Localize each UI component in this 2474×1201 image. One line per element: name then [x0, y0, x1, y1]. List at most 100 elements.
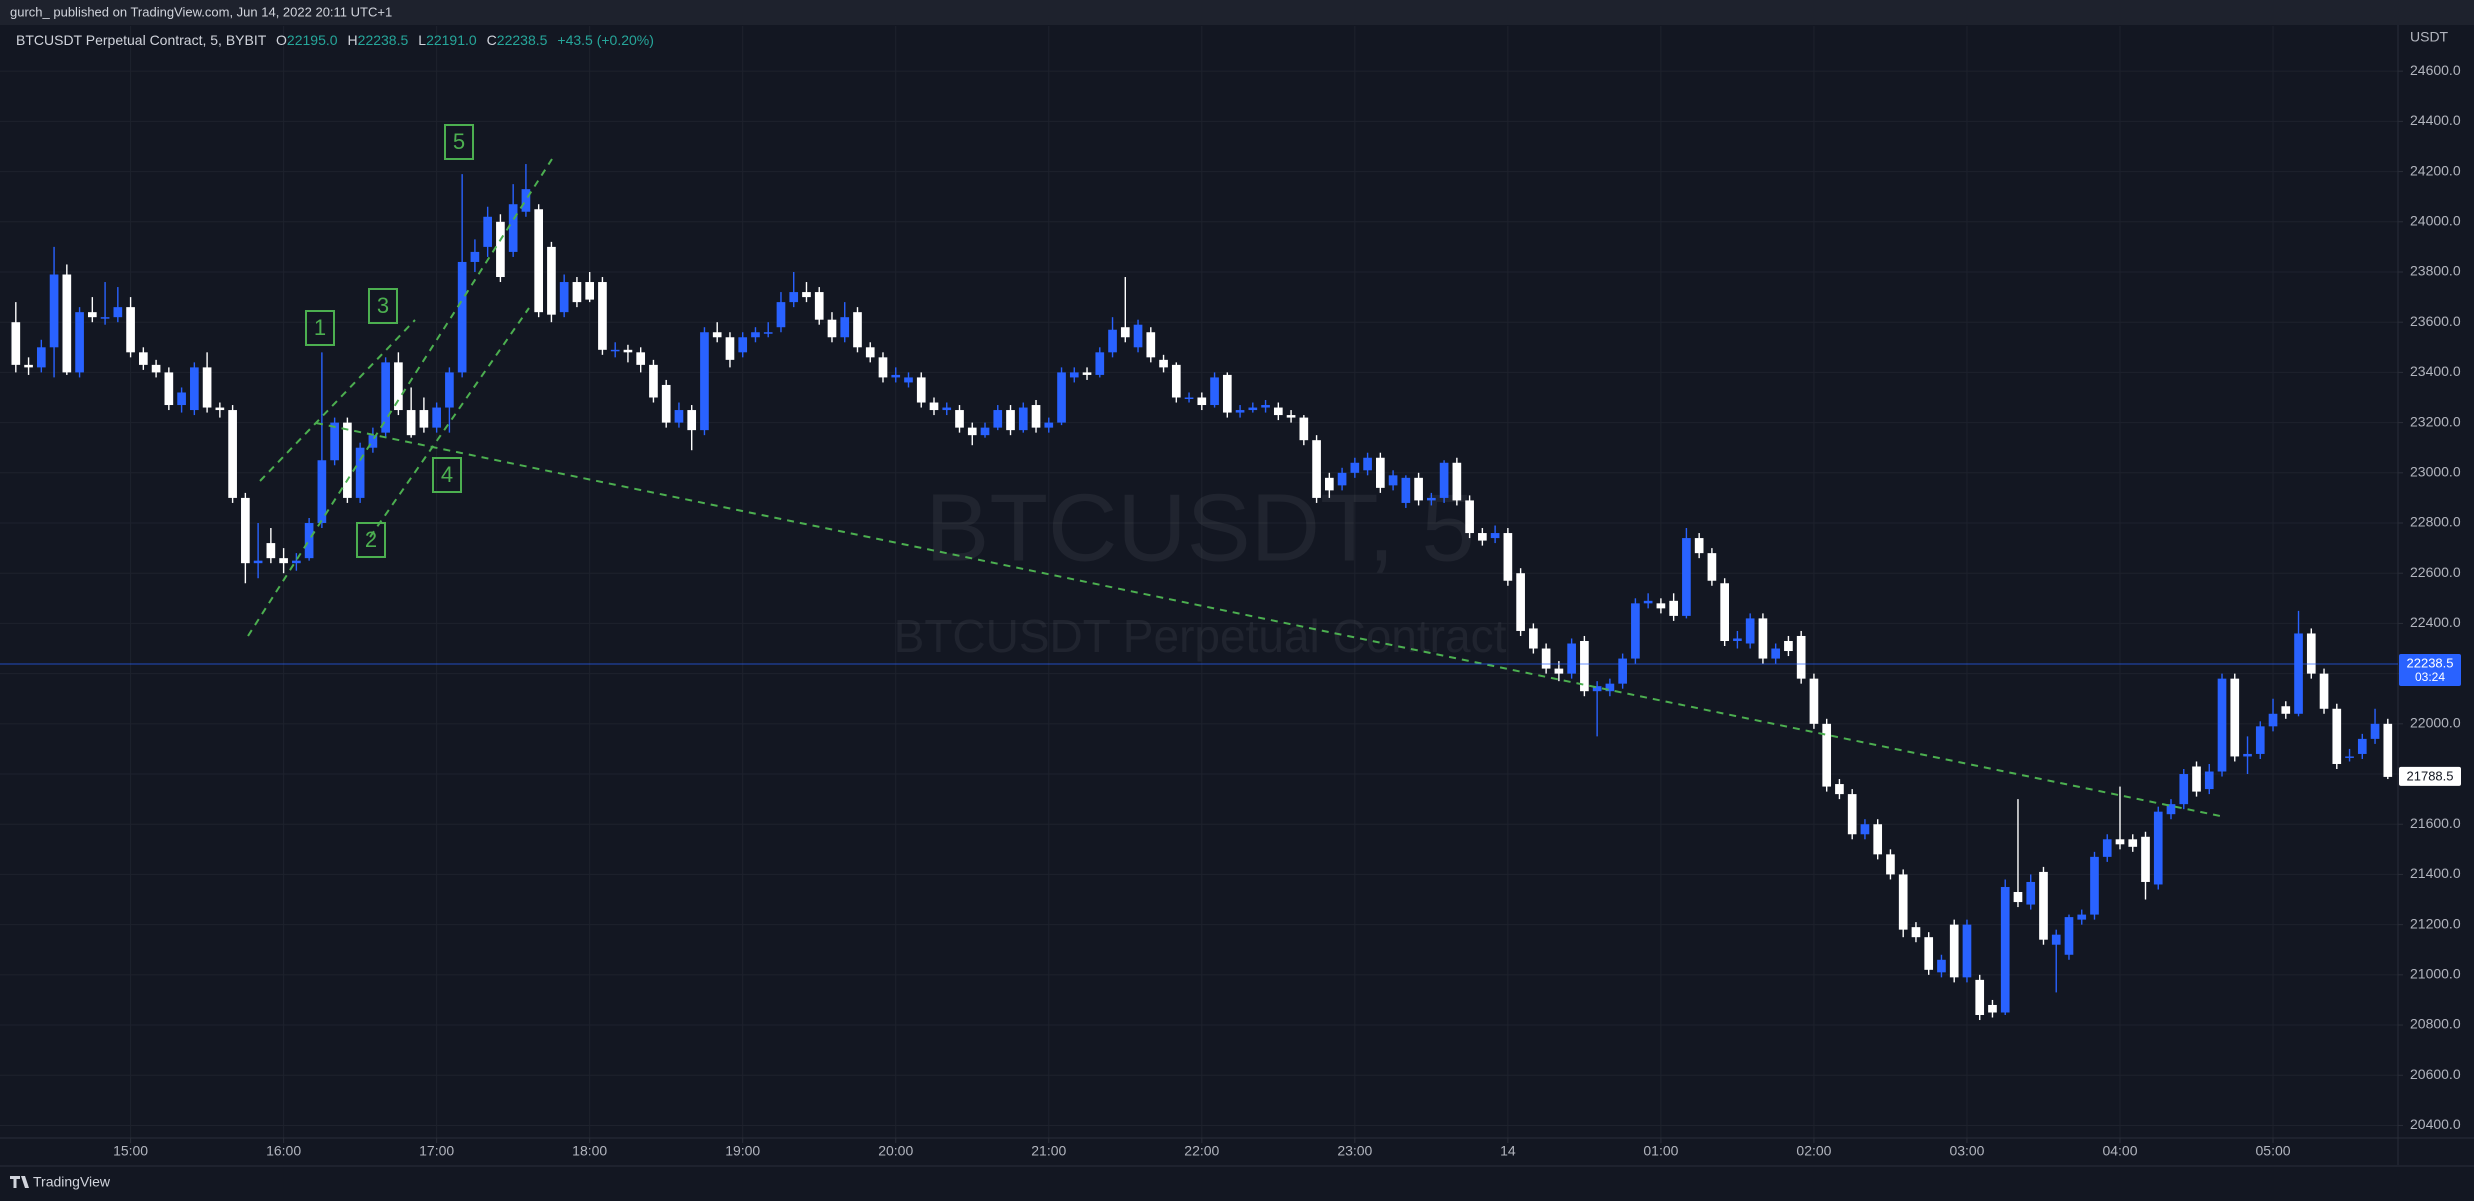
- candle-body: [1962, 924, 1972, 978]
- candle-body: [2192, 766, 2201, 792]
- candle-body: [1656, 603, 1666, 609]
- watermark-subtitle: BTCUSDT Perpetual Contract: [894, 610, 1507, 662]
- candle-body: [636, 352, 646, 365]
- legend: BTCUSDT Perpetual Contract, 5, BYBIT O 221…: [16, 32, 654, 48]
- candle-body: [1452, 462, 1462, 501]
- legend-symbol: BTCUSDT Perpetual Contract, 5, BYBIT: [16, 32, 267, 48]
- candle-body: [1618, 658, 1627, 684]
- candle-body: [1529, 628, 1538, 649]
- legend-value: 22191.0: [426, 32, 477, 48]
- candle-body: [2026, 881, 2036, 905]
- candle-body: [381, 362, 390, 433]
- candle-body: [1286, 415, 1296, 418]
- candle-body: [496, 221, 505, 278]
- legend-label: C: [487, 32, 497, 48]
- legend-change: +43.5 (+0.20%): [557, 32, 654, 48]
- candle-body: [2332, 708, 2342, 764]
- candle-body: [508, 204, 518, 252]
- candle-body: [2013, 892, 2023, 903]
- wave-label: 4: [441, 462, 453, 487]
- candle-body: [1299, 417, 1309, 441]
- candle-body: [1133, 324, 1143, 348]
- y-tick-label: 23400.0: [2410, 363, 2461, 379]
- candle-body: [1184, 397, 1194, 400]
- candle-body: [1886, 854, 1895, 875]
- x-tick-label: 03:00: [1949, 1143, 1984, 1159]
- wave-label: 2: [365, 527, 377, 552]
- candle-body: [1541, 648, 1551, 669]
- candle-body: [1171, 364, 1181, 398]
- candle-body: [763, 332, 773, 334]
- candle-body: [1745, 618, 1755, 644]
- legend-label: O: [276, 32, 287, 48]
- candle-body: [610, 349, 620, 352]
- y-tick-label: 22800.0: [2410, 514, 2461, 530]
- candle-body: [2230, 678, 2240, 757]
- y-tick-label: 22400.0: [2410, 614, 2461, 630]
- candle-body: [1860, 824, 1870, 835]
- candle-body: [87, 312, 97, 318]
- x-tick-label: 01:00: [1643, 1143, 1678, 1159]
- candle-body: [228, 410, 237, 498]
- x-tick-label: 19:00: [725, 1143, 760, 1159]
- y-tick-label: 24600.0: [2410, 62, 2461, 78]
- candle-body: [1006, 410, 1015, 431]
- candle-body: [1159, 359, 1168, 368]
- y-tick-label: 21200.0: [2410, 915, 2461, 931]
- candle-body: [1082, 372, 1092, 375]
- candle-body: [2319, 673, 2329, 709]
- candle-body: [1337, 472, 1347, 486]
- x-tick-label: 05:00: [2256, 1143, 2291, 1159]
- x-tick-label: 02:00: [1796, 1143, 1831, 1159]
- candle-body: [955, 410, 964, 428]
- y-unit: USDT: [2410, 29, 2449, 45]
- candle-body: [457, 261, 467, 373]
- candle-body: [1605, 683, 1615, 692]
- candle-body: [241, 497, 250, 564]
- candle-body: [1554, 668, 1564, 674]
- candle-body: [24, 364, 33, 368]
- candle-body: [865, 347, 875, 358]
- header-bar: [0, 0, 2474, 25]
- candle-body: [2090, 856, 2099, 915]
- candle-body: [878, 357, 888, 378]
- trend-line: [259, 319, 416, 482]
- candle-body: [394, 362, 403, 411]
- candle-body: [2115, 839, 2125, 845]
- candle-body: [1898, 874, 1908, 930]
- candle-body: [215, 407, 225, 411]
- candle-body: [1988, 1004, 1997, 1013]
- candle-body: [1669, 600, 1678, 616]
- wave-label: 3: [377, 293, 389, 318]
- wave-box: [432, 457, 462, 493]
- x-tick-label: 21:00: [1031, 1143, 1066, 1159]
- candle-body: [2294, 633, 2303, 714]
- candle-body: [814, 292, 824, 320]
- candle-body: [1503, 533, 1513, 581]
- candle-body: [789, 292, 799, 303]
- candle-body: [1707, 553, 1717, 581]
- candle-body: [1784, 640, 1793, 652]
- candles: [11, 164, 2393, 1021]
- candle-body: [1835, 784, 1844, 795]
- candle-body: [1580, 640, 1589, 692]
- candle-body: [1312, 440, 1321, 498]
- candle-body: [49, 274, 59, 348]
- candle-body: [36, 347, 46, 368]
- candle-body: [521, 189, 531, 212]
- candle-body: [1516, 573, 1525, 631]
- candle-body: [330, 422, 339, 461]
- candle-body: [623, 349, 633, 353]
- wave-label: 5: [453, 129, 465, 154]
- y-tick-label: 23600.0: [2410, 313, 2461, 329]
- candle-body: [2039, 871, 2048, 940]
- candle-body: [1465, 500, 1474, 534]
- candle-body: [11, 322, 21, 365]
- candle-body: [126, 307, 135, 353]
- legend-value: 22238.5: [497, 32, 548, 48]
- candle-body: [1733, 638, 1742, 641]
- wave-label: 1: [314, 315, 326, 340]
- candle-body: [279, 558, 288, 564]
